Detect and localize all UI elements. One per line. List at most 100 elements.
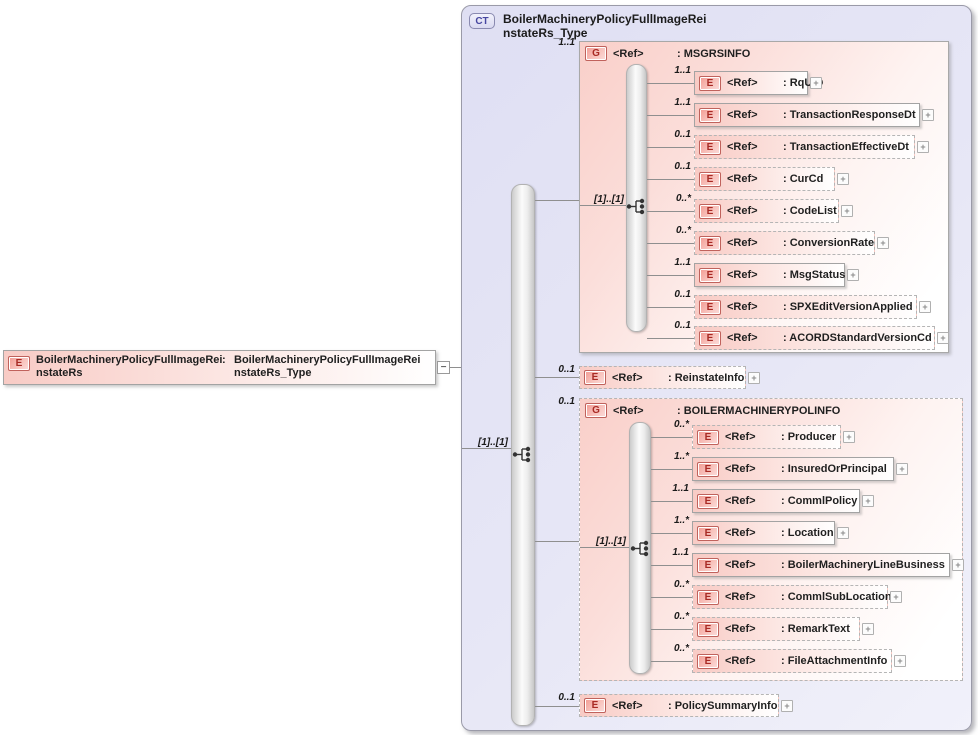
connector-line bbox=[535, 706, 579, 707]
element-label: : ReinstateInfo bbox=[668, 371, 745, 384]
cardinality-label: 0..* bbox=[673, 611, 689, 622]
element-row: 1..1 E <Ref> : BoilerMachineryLineBusine… bbox=[651, 547, 969, 577]
group-header: G <Ref> : BOILERMACHINERYPOLINFO bbox=[585, 403, 840, 418]
element-icon: E bbox=[699, 267, 721, 283]
group-label: : BOILERMACHINERYPOLINFO bbox=[677, 404, 841, 417]
element-box-acordstandardversioncd[interactable]: E <Ref> : ACORDStandardVersionCd bbox=[694, 326, 935, 350]
element-ref: <Ref> bbox=[725, 655, 756, 667]
element-box-reinstateinfo[interactable]: E <Ref> : ReinstateInfo bbox=[579, 366, 746, 389]
expand-icon[interactable]: + bbox=[877, 237, 889, 249]
element-ref: <Ref> bbox=[725, 431, 756, 443]
element-ref: <Ref> bbox=[612, 699, 643, 712]
cardinality-label: 0..* bbox=[673, 419, 689, 430]
element-icon: E bbox=[699, 107, 721, 123]
element-ref: <Ref> bbox=[725, 527, 756, 539]
element-label: : RemarkText bbox=[781, 623, 850, 635]
outer-cardinality-label: [1]..[1] bbox=[478, 437, 508, 448]
group-icon: G bbox=[585, 403, 607, 418]
cardinality-label: 0..1 bbox=[558, 364, 575, 375]
root-element-type: BoilerMachineryPolicyFullImageRei nstate… bbox=[234, 354, 421, 379]
cardinality-label: 1..1 bbox=[558, 37, 575, 48]
sequence-icon bbox=[512, 446, 531, 463]
cardinality-label: 1..1 bbox=[674, 97, 691, 108]
element-row: 1..1 E <Ref> : MsgStatus + bbox=[647, 257, 864, 287]
element-icon: E bbox=[697, 429, 719, 445]
group-boilermachinerypolinfo[interactable]: G <Ref> : BOILERMACHINERYPOLINFO [1]..[1… bbox=[579, 398, 964, 681]
element-icon: E bbox=[699, 330, 721, 346]
element-row: 0..* E <Ref> : CommlSubLocation + bbox=[651, 579, 907, 609]
element-box-policysummaryinfo[interactable]: E <Ref> : PolicySummaryInfo bbox=[579, 694, 779, 717]
expand-icon[interactable]: + bbox=[841, 205, 853, 217]
group-msgrsinfo[interactable]: G <Ref> : MSGRSINFO [1]..[1] 1..1 E <Ref… bbox=[579, 41, 949, 353]
expand-icon[interactable]: + bbox=[919, 301, 931, 313]
element-box-remarktext[interactable]: E <Ref> : RemarkText bbox=[692, 617, 860, 641]
element-icon: E bbox=[697, 589, 719, 605]
cardinality-label: 0..1 bbox=[558, 692, 575, 703]
element-box-commlsublocation[interactable]: E <Ref> : CommlSubLocation bbox=[692, 585, 892, 609]
expand-icon[interactable]: + bbox=[896, 463, 908, 475]
element-box-commlpolicy[interactable]: E <Ref> : CommlPolicy bbox=[692, 489, 860, 513]
element-row: 1..1 E <Ref> : RqUID + bbox=[647, 65, 827, 95]
cardinality-label: 0..* bbox=[673, 643, 689, 654]
expand-icon[interactable]: + bbox=[837, 173, 849, 185]
element-label: : Producer bbox=[781, 431, 837, 443]
element-icon: E bbox=[699, 171, 721, 187]
expand-icon[interactable]: + bbox=[781, 700, 793, 712]
inner-cardinality-label: [1]..[1] bbox=[594, 194, 624, 205]
element-ref: <Ref> bbox=[725, 495, 756, 507]
element-label: : TransactionResponseDt bbox=[783, 109, 916, 121]
element-label: : ACORDStandardVersionCd bbox=[783, 332, 932, 344]
element-box-codelist[interactable]: E <Ref> : CodeList bbox=[694, 199, 839, 223]
element-label: : InsuredOrPrincipal bbox=[781, 463, 887, 475]
sequence-bar[interactable] bbox=[626, 64, 647, 332]
element-box-msgstatus[interactable]: E <Ref> : MsgStatus bbox=[694, 263, 845, 287]
element-box-location[interactable]: E <Ref> : Location bbox=[692, 521, 835, 545]
complex-type-header: CT BoilerMachineryPolicyFullImageRei nst… bbox=[469, 12, 706, 40]
collapse-icon[interactable]: − bbox=[437, 361, 450, 374]
element-ref: <Ref> bbox=[727, 332, 758, 344]
element-box-insuredorprincipal[interactable]: E <Ref> : InsuredOrPrincipal bbox=[692, 457, 894, 481]
element-box-spxeditversionapplied[interactable]: E <Ref> : SPXEditVersionApplied bbox=[694, 295, 917, 319]
element-box-curcd[interactable]: E <Ref> : CurCd bbox=[694, 167, 835, 191]
element-ref: <Ref> bbox=[612, 371, 643, 384]
expand-icon[interactable]: + bbox=[917, 141, 929, 153]
element-ref: <Ref> bbox=[725, 463, 756, 475]
element-box-fileattachmentinfo[interactable]: E <Ref> : FileAttachmentInfo bbox=[692, 649, 892, 673]
expand-icon[interactable]: + bbox=[894, 655, 906, 667]
cardinality-label: 0..1 bbox=[558, 396, 575, 407]
cardinality-label: 1..1 bbox=[674, 65, 691, 76]
root-element-name: BoilerMachineryPolicyFullImageRei nstate… bbox=[36, 354, 223, 379]
root-element-box[interactable]: E BoilerMachineryPolicyFullImageRei nsta… bbox=[3, 350, 436, 385]
expand-icon[interactable]: + bbox=[847, 269, 859, 281]
element-row: 1..* E <Ref> : InsuredOrPrincipal + bbox=[651, 451, 913, 481]
element-box-transactionresponsedt[interactable]: E <Ref> : TransactionResponseDt bbox=[694, 103, 920, 127]
expand-icon[interactable]: + bbox=[748, 372, 760, 384]
connector-line bbox=[450, 367, 461, 368]
element-ref: <Ref> bbox=[727, 109, 758, 121]
element-box-producer[interactable]: E <Ref> : Producer bbox=[692, 425, 841, 449]
expand-icon[interactable]: + bbox=[952, 559, 964, 571]
cardinality-label: 1..* bbox=[673, 515, 689, 526]
cardinality-label: 1..1 bbox=[672, 547, 689, 558]
cardinality-label: 0..* bbox=[675, 193, 691, 204]
element-box-conversionrate[interactable]: E <Ref> : ConversionRate bbox=[694, 231, 875, 255]
element-label: : BoilerMachineryLineBusiness bbox=[781, 559, 945, 571]
element-row: 1..1 E <Ref> : CommlPolicy + bbox=[651, 483, 879, 513]
element-ref: <Ref> bbox=[727, 141, 758, 153]
expand-icon[interactable]: + bbox=[937, 332, 949, 344]
cardinality-label: 0..1 bbox=[674, 320, 691, 331]
element-label: : TransactionEffectiveDt bbox=[783, 141, 909, 153]
element-row: 0..1 E <Ref> : SPXEditVersionApplied + bbox=[647, 289, 936, 319]
expand-icon[interactable]: + bbox=[862, 495, 874, 507]
cardinality-label: 0..1 bbox=[674, 129, 691, 140]
expand-icon[interactable]: + bbox=[862, 623, 874, 635]
expand-icon[interactable]: + bbox=[843, 431, 855, 443]
expand-icon[interactable]: + bbox=[922, 109, 934, 121]
element-ref: <Ref> bbox=[727, 237, 758, 249]
element-box-transactioneffectivedt[interactable]: E <Ref> : TransactionEffectiveDt bbox=[694, 135, 915, 159]
expand-icon[interactable]: + bbox=[810, 77, 822, 89]
element-box-rquid[interactable]: E <Ref> : RqUID bbox=[694, 71, 823, 95]
expand-icon[interactable]: + bbox=[890, 591, 902, 603]
element-box-boilermachinerylinebusiness[interactable]: E <Ref> : BoilerMachineryLineBusiness bbox=[692, 553, 950, 577]
expand-icon[interactable]: + bbox=[837, 527, 849, 539]
